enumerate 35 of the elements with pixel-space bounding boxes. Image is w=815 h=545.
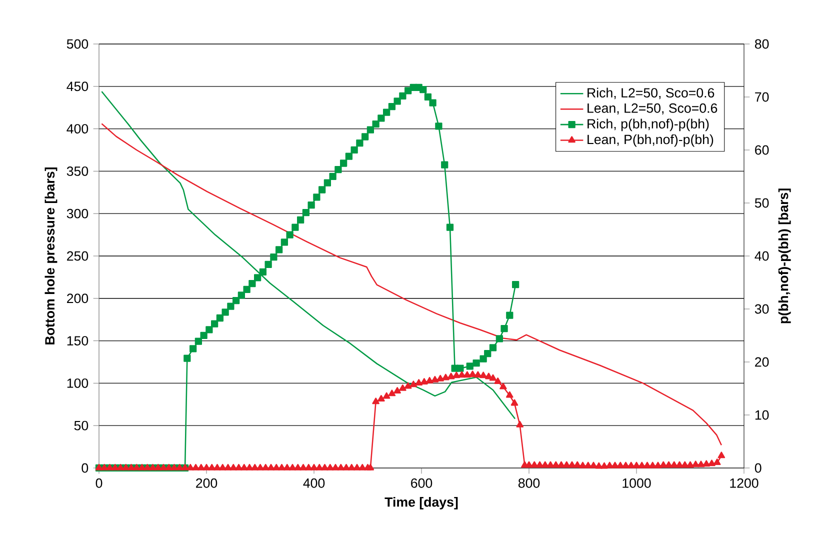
y-tick-label: 200 [67, 294, 88, 304]
line-series [101, 90, 516, 420]
y2-tick-label: 20 [755, 357, 769, 367]
x-tick-label: 1000 [622, 478, 651, 488]
y2-tick-label: 0 [754, 463, 762, 473]
legend-label: Lean, P(bh,nof)-p(bh) [588, 134, 714, 147]
y2-tick-label: 10 [755, 410, 769, 420]
x-tick-label: 800 [518, 478, 540, 488]
y-tick-label: 250 [67, 251, 88, 261]
y2-tick-label: 30 [754, 304, 769, 314]
y-tick-label: 100 [67, 378, 88, 388]
x-tick-label: 0 [96, 478, 102, 488]
y2-tick-label: 80 [754, 39, 769, 49]
y-tick-label: 50 [74, 420, 88, 430]
y2-tick-label: 40 [754, 251, 769, 261]
y-axis-title: Bottom hole pressure [bars] [44, 167, 58, 344]
y-tick-label: 300 [66, 208, 88, 218]
y-tick-label: 400 [66, 124, 88, 134]
y2-tick-label: 60 [755, 145, 769, 155]
x-tick-label: 600 [411, 478, 432, 488]
y-tick-label: 0 [82, 463, 88, 473]
legend-label: Rich, p(bh,nof)-p(bh) [588, 118, 709, 132]
x-axis-title: Time [days] [384, 496, 458, 510]
y-tick-label: 150 [67, 336, 88, 346]
y-tick-label: 450 [66, 82, 88, 92]
x-tick-label: 200 [196, 478, 218, 488]
y-tick-label: 500 [66, 39, 88, 49]
y-tick-label: 350 [66, 166, 88, 176]
legend-label: Rich, L2=50, Sco=0.6 [588, 88, 714, 100]
y2-tick-label: 70 [755, 92, 769, 102]
y2-axis-title: p(bh,nof)-p(bh) [bars] [778, 188, 791, 324]
legend-label: Lean, L2=50, Sco=0.6 [588, 103, 718, 114]
x-tick-label: 1200 [730, 478, 758, 488]
x-tick-label: 400 [303, 478, 325, 488]
y2-tick-label: 50 [754, 198, 769, 208]
